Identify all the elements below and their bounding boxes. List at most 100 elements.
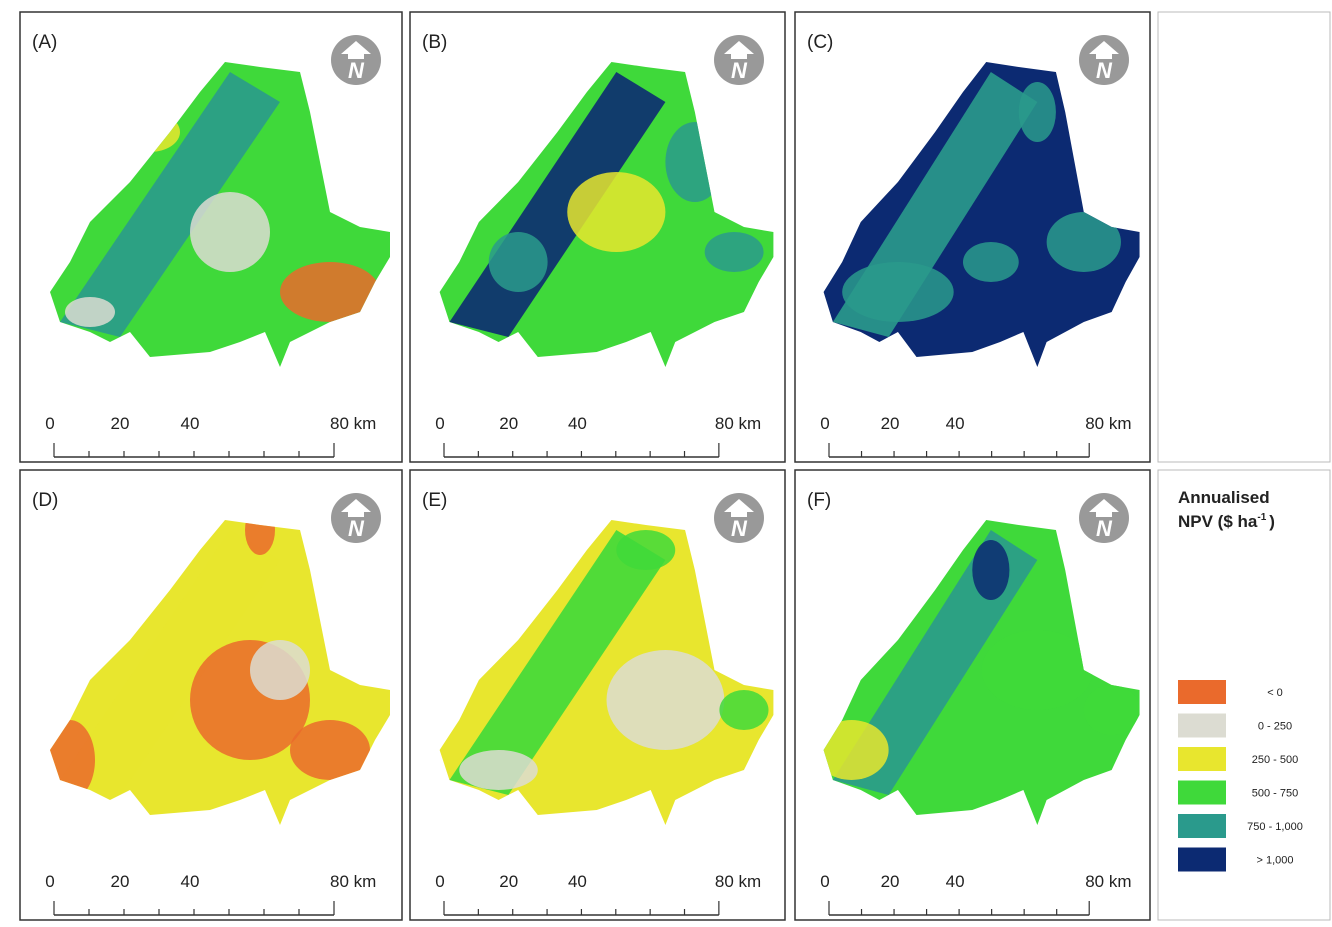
scale-label: 20: [881, 414, 900, 433]
scale-label: 0: [45, 872, 54, 891]
north-arrow-shape: [724, 499, 754, 517]
panel-label: (F): [807, 490, 831, 511]
legend-label: 250 - 500: [1252, 754, 1298, 766]
scale-label: 40: [946, 414, 965, 433]
legend-label: 500 - 750: [1252, 788, 1298, 800]
legend-swatch: [1178, 814, 1226, 838]
legend-unit-text: NPV ($ ha: [1178, 512, 1258, 531]
legend-swatch: [1178, 847, 1226, 872]
north-arrow-shape: [724, 41, 754, 59]
map-panel: [794, 11, 1151, 463]
legend-unit: NPV ($ ha-1): [1178, 512, 1275, 531]
map: [823, 520, 1140, 825]
legend-label: > 1,000: [1256, 855, 1293, 867]
scale-label: 80 km: [715, 414, 761, 433]
map-patches: [60, 72, 380, 337]
map-panel: [409, 469, 786, 921]
map-patch: [1046, 212, 1121, 272]
map-patch: [616, 530, 676, 570]
map-patch: [567, 172, 666, 252]
legend-swatch: [1178, 780, 1226, 805]
map-patches: [823, 530, 1140, 795]
scale-label: 20: [111, 872, 130, 891]
map-patch: [280, 262, 380, 322]
scale-label: 80 km: [330, 414, 376, 433]
legend-unit-exponent: -1: [1257, 512, 1266, 523]
scale-label: 0: [435, 414, 444, 433]
map: [823, 62, 1140, 367]
panel-label: (D): [32, 490, 58, 511]
north-arrow-shape: [341, 41, 371, 59]
legend-label: 750 - 1,000: [1247, 821, 1303, 833]
legend-swatch: [1178, 680, 1226, 704]
panel-label: (B): [422, 32, 447, 53]
north-arrow-circle: [1079, 493, 1129, 543]
legend-panel: [1157, 469, 1331, 921]
legend-swatch: [1178, 747, 1226, 771]
map-patch: [60, 72, 280, 337]
map-patch: [245, 520, 275, 555]
scale-label: 40: [568, 872, 587, 891]
north-arrow-shape: [1089, 41, 1119, 59]
scale-label: 20: [499, 414, 518, 433]
map-patch: [606, 650, 725, 750]
north-arrow-label: N: [348, 58, 365, 83]
scale-label: 0: [820, 414, 829, 433]
map-patch: [449, 530, 666, 795]
map-patches: [50, 520, 370, 800]
map-patch: [704, 232, 764, 272]
scale-label: 0: [435, 872, 444, 891]
map-panel: [794, 469, 1151, 921]
map-patch: [962, 242, 1019, 282]
scale-label: 40: [181, 414, 200, 433]
legend-unit-close: ): [1269, 512, 1275, 531]
north-arrow-label: N: [731, 516, 748, 541]
north-arrow-label: N: [1096, 58, 1113, 83]
map-patch: [972, 540, 1010, 600]
map: [50, 520, 390, 825]
map: [50, 62, 390, 367]
scale-label: 0: [820, 872, 829, 891]
map-patch: [190, 192, 270, 272]
north-arrow-circle: [331, 35, 381, 85]
map-patch: [719, 690, 769, 730]
map-patches: [832, 72, 1121, 337]
legend-label: 0 - 250: [1258, 721, 1292, 733]
north-arrow-circle: [1079, 35, 1129, 85]
legend-title: Annualised: [1178, 488, 1270, 507]
map-patch: [250, 640, 310, 700]
scale-label: 40: [568, 414, 587, 433]
north-arrow-circle: [714, 35, 764, 85]
map: [439, 520, 774, 825]
north-arrow-shape: [1089, 499, 1119, 517]
map-panel: [19, 469, 403, 921]
panel-label: (C): [807, 32, 833, 53]
scale-label: 40: [181, 872, 200, 891]
empty-panel: [1157, 11, 1331, 463]
scale-label: 80 km: [330, 872, 376, 891]
scale-label: 20: [111, 414, 130, 433]
map-patch: [65, 297, 115, 327]
panel-label: (A): [32, 32, 57, 53]
map-panel: [19, 11, 403, 463]
north-arrow-label: N: [348, 516, 365, 541]
legend-swatch: [1178, 713, 1226, 738]
map-patch: [488, 232, 548, 292]
map-patch: [981, 630, 1094, 710]
north-arrow-circle: [331, 493, 381, 543]
scale-label: 80 km: [1085, 414, 1131, 433]
north-arrow-shape: [341, 499, 371, 517]
map-patch: [1018, 82, 1056, 142]
map-patch: [842, 262, 954, 322]
map-patch: [60, 530, 280, 795]
scale-label: 40: [946, 872, 965, 891]
north-arrow-circle: [714, 493, 764, 543]
scale-label: 80 km: [1085, 872, 1131, 891]
map-patch: [290, 720, 370, 780]
legend-label: < 0: [1267, 687, 1283, 699]
map-panel: [409, 11, 786, 463]
north-arrow-label: N: [731, 58, 748, 83]
north-arrow-label: N: [1096, 516, 1113, 541]
panel-label: (E): [422, 490, 447, 511]
